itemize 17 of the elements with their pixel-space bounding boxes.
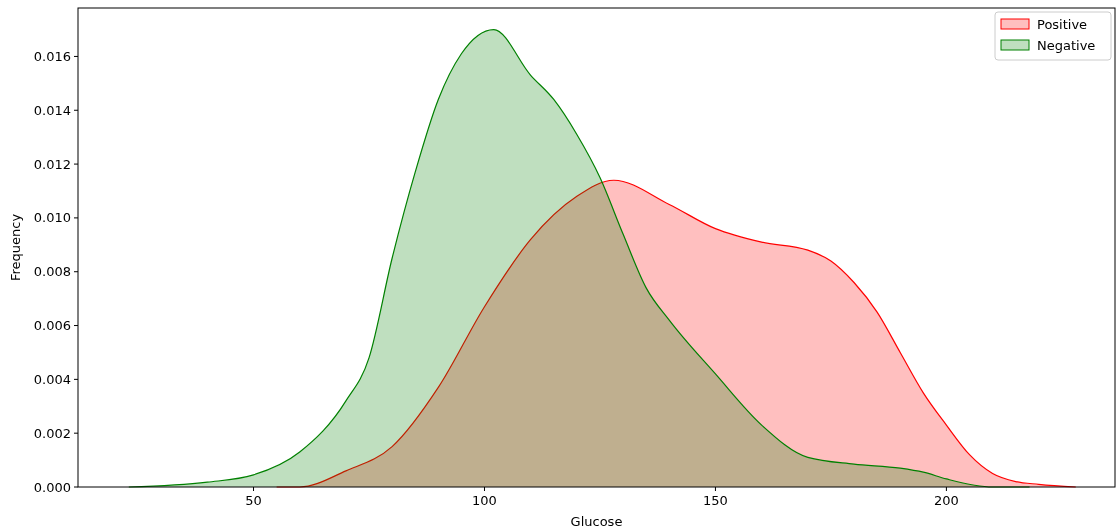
- y-tick-label: 0.004: [33, 371, 71, 387]
- y-axis-title: Frequency: [8, 213, 23, 282]
- x-tick-label: 100: [472, 493, 497, 508]
- y-tick-label: 0.000: [33, 479, 71, 495]
- y-tick-label: 0.006: [33, 318, 71, 334]
- y-tick-label: 0.002: [33, 425, 71, 441]
- y-tick-label: 0.008: [33, 264, 71, 280]
- y-tick-label: 0.016: [33, 48, 71, 64]
- legend-label: Negative: [1037, 37, 1096, 53]
- x-tick-label: 200: [933, 493, 959, 508]
- y-tick-label: 0.014: [33, 102, 71, 118]
- y-tick-label: 0.012: [33, 156, 71, 172]
- x-tick-label: 150: [703, 493, 728, 508]
- x-tick-label: 50: [245, 493, 262, 508]
- legend-label: Positive: [1037, 16, 1088, 32]
- x-axis-title: Glucose: [570, 514, 623, 529]
- y-tick-label: 0.010: [33, 210, 71, 226]
